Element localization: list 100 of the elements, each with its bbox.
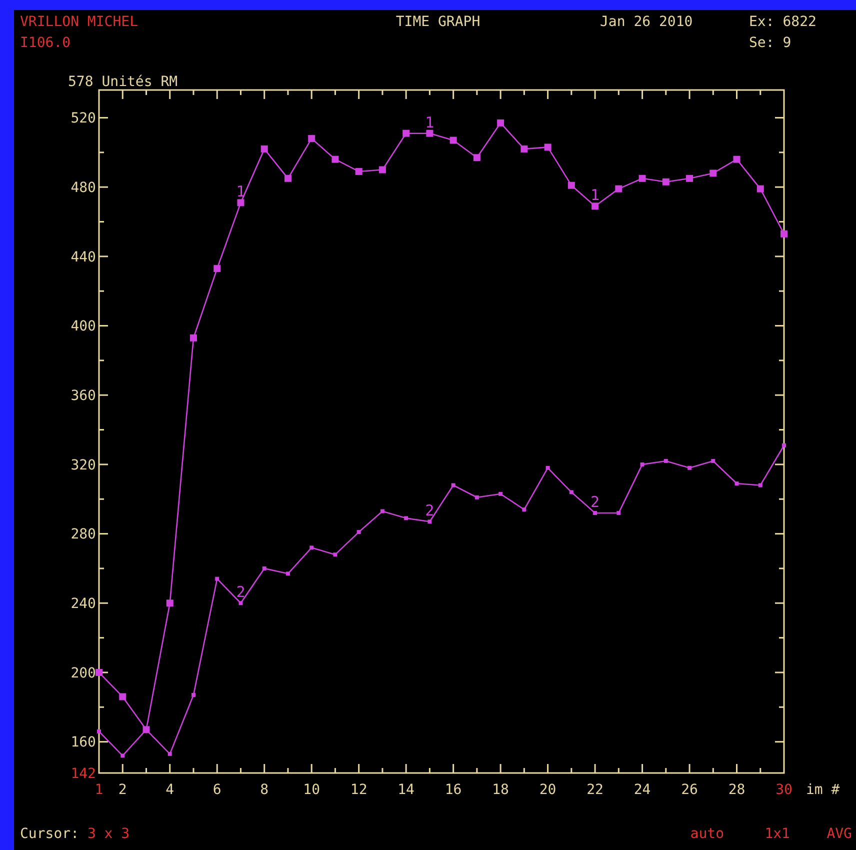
point <box>474 495 479 500</box>
point <box>168 752 172 756</box>
x-tick-label: 14 <box>398 782 414 798</box>
x-tick-label: 24 <box>634 782 651 798</box>
point <box>310 546 314 550</box>
point <box>758 483 762 488</box>
point <box>191 692 196 697</box>
x-tick-label: 1 <box>94 782 104 798</box>
point <box>473 154 480 162</box>
point <box>450 136 457 144</box>
text: 1 <box>425 113 434 132</box>
y-tick-label: 360 <box>70 388 96 404</box>
point <box>332 156 339 163</box>
point <box>756 185 764 192</box>
x-tick-label: 8 <box>260 782 269 798</box>
y-tick-label: 400 <box>70 318 96 335</box>
y-tick-label: 142 <box>70 766 96 782</box>
text: AVG <box>826 826 852 842</box>
series-label: 2 <box>425 502 434 520</box>
point <box>569 490 574 494</box>
point <box>308 135 316 142</box>
y-axis-title: 578 Unités RM <box>68 74 178 90</box>
point <box>214 265 221 272</box>
point <box>664 458 668 463</box>
point <box>780 230 788 238</box>
point <box>356 530 361 534</box>
point <box>119 693 126 700</box>
point <box>710 170 717 177</box>
point <box>522 508 526 512</box>
point <box>592 202 599 210</box>
text: 2 <box>236 583 246 602</box>
point <box>662 178 670 186</box>
y-tick-label: 240 <box>70 596 96 612</box>
x-tick-label: 28 <box>728 782 746 798</box>
point <box>734 482 739 486</box>
point <box>333 552 338 557</box>
point <box>568 182 575 189</box>
point <box>238 601 243 606</box>
x-tick-label: 10 <box>303 782 320 798</box>
y-tick-label: 480 <box>70 180 96 196</box>
y-tick-label: 280 <box>70 526 96 543</box>
text: 1 <box>590 186 600 204</box>
point <box>497 119 504 126</box>
point <box>544 144 552 151</box>
text: Jan 26 2010 <box>600 14 693 30</box>
point <box>711 458 716 463</box>
y-tick-label: 200 <box>70 665 96 682</box>
x-tick-label: 30 <box>776 782 792 798</box>
point <box>638 174 646 182</box>
point <box>96 668 102 676</box>
x-tick-label: 2 <box>118 782 127 798</box>
y-tick-label: 440 <box>70 249 96 266</box>
point <box>166 600 174 607</box>
point <box>404 516 408 520</box>
text: 1x1 <box>764 826 790 842</box>
point <box>782 443 786 448</box>
text: I106.0 <box>20 35 71 51</box>
x-tick-label: 6 <box>212 782 222 798</box>
point <box>260 145 268 152</box>
point <box>380 509 384 514</box>
point <box>593 510 598 515</box>
point <box>284 174 292 182</box>
point <box>520 145 528 152</box>
point <box>688 466 692 470</box>
x-tick-label: 20 <box>539 782 556 798</box>
point <box>402 130 410 137</box>
x-tick-label: 4 <box>166 782 174 798</box>
chart-title: TIME GRAPH <box>396 14 480 30</box>
text: Cursor: 3 x 3 <box>20 826 130 842</box>
point <box>498 492 503 496</box>
y-tick-label: 160 <box>70 734 96 751</box>
x-tick-label: 22 <box>586 782 604 798</box>
point <box>640 462 644 466</box>
text: VRILLON MICHEL <box>20 14 138 30</box>
y-tick-label: 520 <box>70 110 96 127</box>
point <box>190 334 197 342</box>
point <box>616 510 621 515</box>
point <box>733 156 740 163</box>
point <box>428 520 432 524</box>
x-tick-label: 26 <box>681 782 698 798</box>
y-tick-label: 320 <box>70 457 96 474</box>
x-tick-label: 16 <box>444 782 462 798</box>
point <box>378 166 386 174</box>
point <box>426 130 434 137</box>
x-tick-label: 18 <box>492 782 509 798</box>
x-tick-label: 12 <box>350 782 368 798</box>
point <box>615 185 622 192</box>
text: 2 <box>590 492 600 511</box>
point <box>355 168 362 175</box>
point <box>97 729 101 734</box>
point <box>215 576 220 581</box>
point <box>237 199 244 206</box>
text: Ex: 6822 <box>749 14 816 30</box>
point <box>286 572 290 576</box>
point <box>120 754 125 758</box>
point <box>686 174 694 182</box>
series-label: 1 <box>236 182 246 201</box>
text: Se: 9 <box>749 35 792 51</box>
x-axis-title: im # <box>806 782 840 798</box>
point <box>546 466 550 470</box>
